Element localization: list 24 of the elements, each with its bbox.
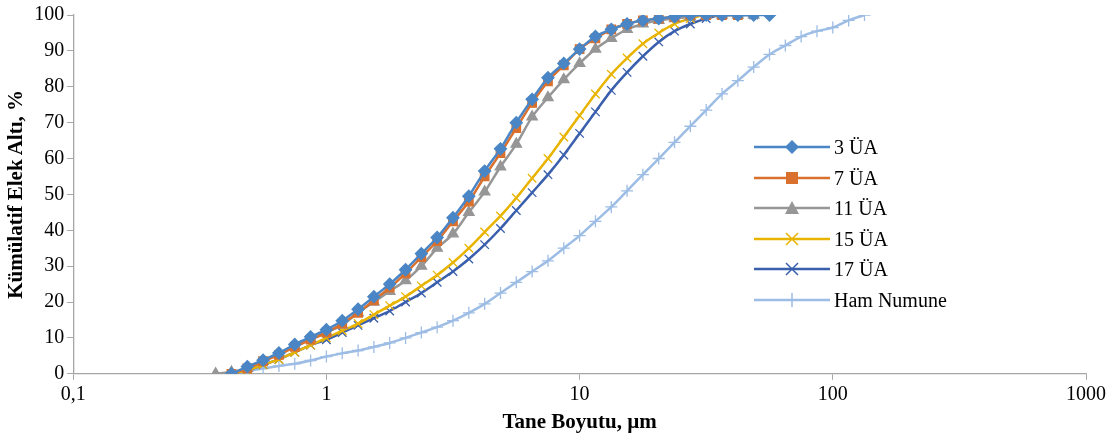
x-tick-label: 100 [817,382,848,405]
x-tick-label: 0,1 [60,382,86,405]
x-tick-label: 10 [569,382,590,405]
legend-label: 15 ÜA [834,226,888,252]
y-tick-label: 100 [34,2,65,25]
y-tick-label: 40 [44,217,65,240]
y-tick-label: 10 [44,325,65,348]
y-tick-label: 90 [44,38,65,61]
y-tick-label: 70 [44,109,65,132]
y-tick-label: 50 [44,181,65,204]
y-tick-label: 20 [44,289,65,312]
x-tick-label: 1000 [1066,382,1106,405]
y-tick-label: 80 [44,74,65,97]
y-axis-title: Kümülatif Elek Altı, % [3,89,28,299]
legend-label: 11 ÜA [834,196,888,221]
x-axis-title: Tane Boyutu, µm [502,408,658,433]
legend-label: Ham Numune [834,287,947,313]
y-tick-label: 30 [44,253,65,276]
legend-label: 17 ÜA [834,257,888,282]
y-tick-label: 0 [54,361,65,384]
legend-label: 7 ÜA [834,165,878,191]
x-tick-label: 1 [321,382,332,405]
legend-label: 3 ÜA [834,135,878,160]
y-tick-label: 60 [44,145,65,168]
